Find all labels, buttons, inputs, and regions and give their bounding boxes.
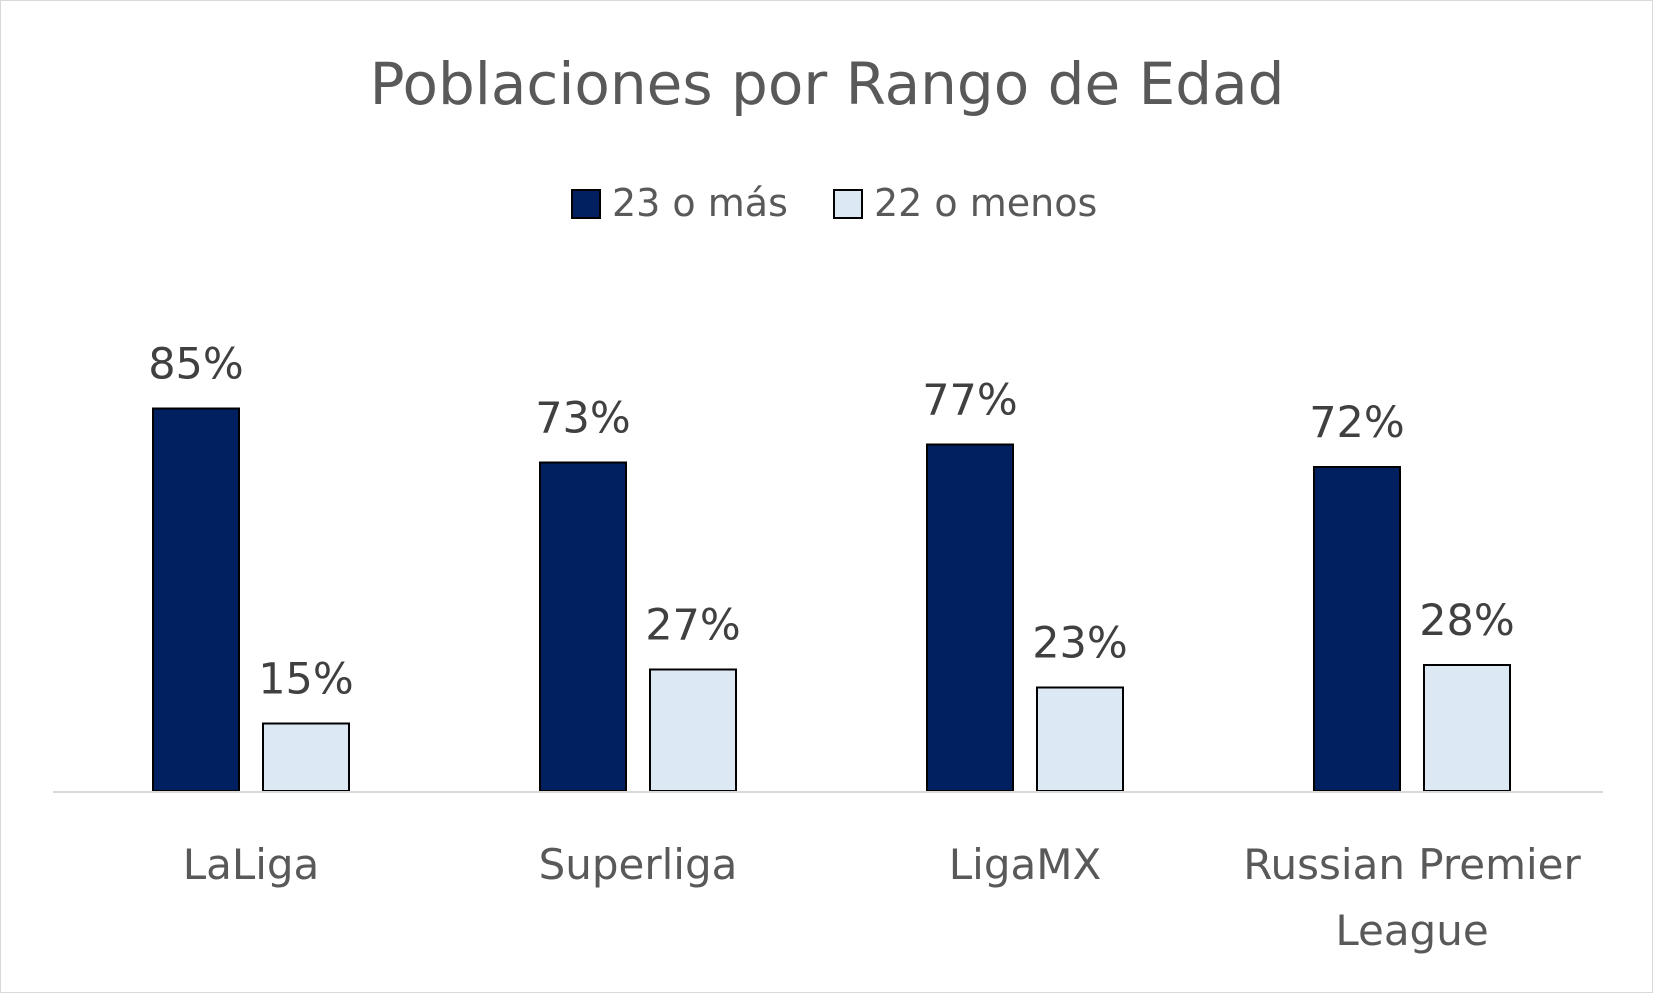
bar-russian-premier-league-23-o-m-s bbox=[1313, 466, 1401, 792]
category-labels-group: LaLiga Superliga LigaMX Russian Premier Leag… bbox=[183, 840, 1582, 955]
bar-ligamx-22-o-menos bbox=[1036, 686, 1124, 792]
category-label-russian-premier-league-line-2: League bbox=[1335, 906, 1488, 955]
data-label-russian-premier-league-23-o-m-s: 72% bbox=[1309, 398, 1405, 448]
bar-laliga-23-o-m-s bbox=[152, 407, 240, 792]
data-labels-group: 85% 15% 73% 27% 77% 23% 72% 28% bbox=[148, 340, 1515, 705]
category-label-ligamx: LigaMX bbox=[949, 840, 1101, 889]
bar-superliga-22-o-menos bbox=[649, 668, 737, 792]
legend-swatch-22-o-menos bbox=[833, 189, 863, 219]
bar-russian-premier-league-22-o-menos bbox=[1423, 664, 1511, 792]
data-label-superliga-22-o-menos: 27% bbox=[645, 601, 741, 651]
legend-label-22-o-menos: 22 o menos bbox=[874, 181, 1097, 225]
data-label-ligamx-22-o-menos: 23% bbox=[1032, 619, 1128, 669]
data-label-russian-premier-league-22-o-menos: 28% bbox=[1419, 596, 1515, 646]
bar-superliga-23-o-m-s bbox=[539, 461, 627, 792]
bar-ligamx-23-o-m-s bbox=[926, 443, 1014, 792]
data-label-ligamx-23-o-m-s: 77% bbox=[922, 376, 1018, 426]
bars-group bbox=[152, 407, 1511, 792]
legend: 23 o más 22 o menos bbox=[571, 181, 1097, 225]
category-label-superliga: Superliga bbox=[539, 840, 738, 889]
category-label-laliga: LaLiga bbox=[183, 840, 320, 889]
data-label-laliga-22-o-menos: 15% bbox=[258, 655, 354, 705]
category-label-russian-premier-league-line-1: Russian Premier bbox=[1243, 840, 1581, 889]
data-label-laliga-23-o-m-s: 85% bbox=[148, 340, 244, 390]
chart-title: Poblaciones por Rango de Edad bbox=[370, 50, 1285, 118]
legend-label-23-o-mas: 23 o más bbox=[612, 181, 788, 225]
legend-swatch-23-o-mas bbox=[571, 189, 601, 219]
data-label-superliga-23-o-m-s: 73% bbox=[535, 394, 631, 444]
bar-laliga-22-o-menos bbox=[262, 722, 350, 792]
